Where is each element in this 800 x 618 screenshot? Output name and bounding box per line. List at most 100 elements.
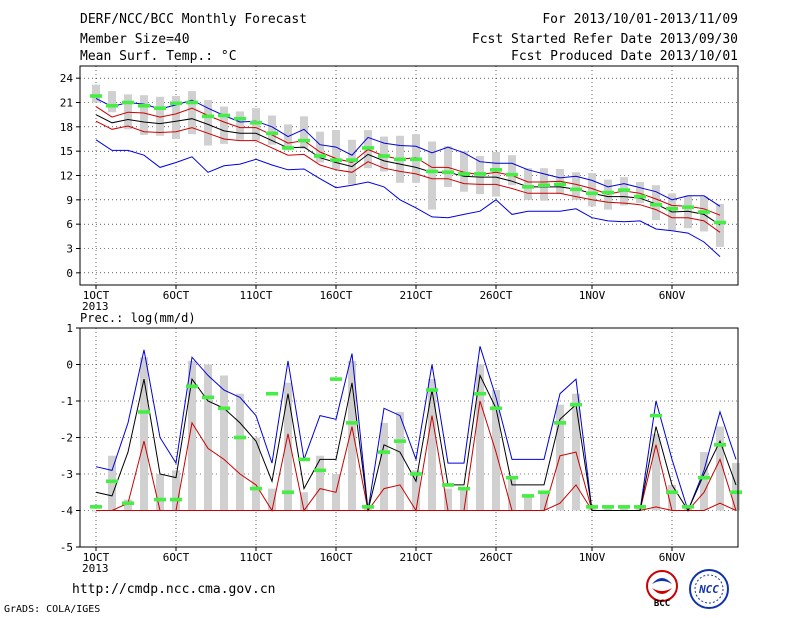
precip-obs-marker xyxy=(266,391,278,396)
precip-obs-marker xyxy=(154,497,166,502)
temp-obs-marker xyxy=(666,206,678,211)
precip-spread-bar xyxy=(428,379,436,511)
precip-obs-marker xyxy=(442,483,454,487)
temp-spread-bar xyxy=(684,195,692,229)
temp-spread-bar xyxy=(332,130,340,170)
temp-obs-marker xyxy=(650,202,662,207)
precip-obs-marker xyxy=(218,406,230,411)
precip-obs-marker xyxy=(122,501,134,505)
precip-obs-marker xyxy=(234,435,246,440)
temp-obs-marker xyxy=(506,172,518,177)
precip-obs-marker xyxy=(554,421,566,425)
temp-ytick-label: 24 xyxy=(60,72,74,85)
precip-spread-bar xyxy=(700,452,708,511)
precip-obs-marker xyxy=(474,391,486,396)
temp-max-line xyxy=(95,97,721,207)
precip-spread-bar xyxy=(380,422,388,511)
precip-obs-marker xyxy=(714,443,726,447)
temp-spread-bar xyxy=(636,181,644,204)
temp-obs-marker xyxy=(362,146,374,150)
precip-obs-marker xyxy=(346,421,358,425)
member-size-label: Member Size=40 xyxy=(80,32,190,47)
temp-obs-marker xyxy=(698,210,710,214)
temp-ytick-label: 18 xyxy=(60,121,73,134)
precip-obs-marker xyxy=(282,490,294,495)
temp-ytick-label: 12 xyxy=(60,170,73,183)
precip-obs-marker xyxy=(170,497,182,502)
precip-obs-marker xyxy=(666,490,678,495)
precip-xtick-label: 21OCT xyxy=(399,551,432,564)
precip-obs-marker xyxy=(458,486,470,491)
temp-spread-bar xyxy=(204,100,212,146)
temp-obs-marker xyxy=(186,100,198,105)
precip-obs-marker xyxy=(138,410,150,414)
temp-obs-marker xyxy=(202,114,214,119)
precip-obs-marker xyxy=(650,413,662,418)
temp-obs-marker xyxy=(714,220,726,225)
precip-obs-marker xyxy=(186,384,198,389)
temp-ytick-label: 15 xyxy=(60,145,73,158)
temp-spread-bar xyxy=(236,111,244,140)
precip-xtick-label: 26OCT xyxy=(479,551,512,564)
precip-panel-label: Prec.: log(mm/d) xyxy=(80,311,196,325)
temp-spread-bar xyxy=(380,136,388,172)
temp-spread-bar xyxy=(140,95,148,135)
temp-obs-marker xyxy=(170,101,182,106)
temp-spread-bar xyxy=(508,155,516,186)
precip-ytick-label: -2 xyxy=(60,432,73,445)
precip-obs-marker xyxy=(538,490,550,495)
temp-xtick-label: 1OCT xyxy=(83,289,110,302)
precip-spread-bar xyxy=(220,375,228,511)
variable-label: Mean Surf. Temp.: °C xyxy=(80,49,237,64)
precip-spread-bar xyxy=(188,360,196,511)
precip-obs-marker xyxy=(602,505,614,509)
precip-ytick-label: 0 xyxy=(66,359,73,372)
temp-obs-marker xyxy=(474,172,486,176)
fcst-started-label: Fcst Started Refer Date 2013/09/30 xyxy=(471,32,738,47)
temp-spread-bar xyxy=(108,91,116,113)
temp-spread-bar xyxy=(572,172,580,200)
temp-obs-marker xyxy=(538,183,550,188)
precip-spread-bar xyxy=(348,360,356,511)
temp-spread-bar xyxy=(316,131,324,163)
temp-lower-line xyxy=(95,120,721,233)
precip-obs-marker xyxy=(570,402,582,407)
precip-spread-bar xyxy=(668,484,676,511)
temp-obs-marker xyxy=(154,106,166,110)
temp-spread-bar xyxy=(188,91,196,135)
temp-xtick-label: 26OCT xyxy=(479,289,512,302)
chart-title: DERF/NCC/BCC Monthly Forecast xyxy=(80,12,307,27)
precip-obs-marker xyxy=(250,486,262,491)
precip-spread-bar xyxy=(652,433,660,511)
temp-obs-marker xyxy=(586,191,598,196)
temp-xtick-label: 6OCT xyxy=(163,289,190,302)
precip-spread-bar xyxy=(524,495,532,511)
precip-xtick-label: 1OCT xyxy=(83,551,110,564)
temp-min-line xyxy=(95,139,721,257)
precip-ytick-label: -3 xyxy=(60,468,73,481)
ncc-logo-text: NCC xyxy=(698,583,719,596)
temp-obs-marker xyxy=(522,185,534,189)
precip-spread-bar xyxy=(236,393,244,511)
temp-obs-marker xyxy=(314,154,326,158)
temp-obs-marker xyxy=(330,158,342,162)
temp-spread-bar xyxy=(172,96,180,139)
precip-spread-bar xyxy=(492,390,500,511)
footer-url[interactable]: http://cmdp.ncc.cma.gov.cn xyxy=(72,582,276,597)
fcst-produced-label: Fcst Produced Date 2013/10/01 xyxy=(511,49,738,64)
precip-spread-bar xyxy=(684,506,692,511)
temp-obs-marker xyxy=(442,170,454,175)
precip-spread-bar xyxy=(268,488,276,511)
temp-spread-bar xyxy=(92,84,100,103)
temp-ytick-label: 3 xyxy=(66,243,73,256)
temp-obs-marker xyxy=(458,172,470,176)
precip-spread-bar xyxy=(412,470,420,511)
temp-spread-bar xyxy=(428,141,436,210)
temp-obs-marker xyxy=(618,188,630,192)
temp-obs-marker xyxy=(682,205,694,209)
temp-obs-marker xyxy=(570,187,582,192)
temp-xtick-label: 16OCT xyxy=(319,289,352,302)
temp-xtick-label: 21OCT xyxy=(399,289,432,302)
precip-xtick-label: 6NOV xyxy=(659,551,686,564)
